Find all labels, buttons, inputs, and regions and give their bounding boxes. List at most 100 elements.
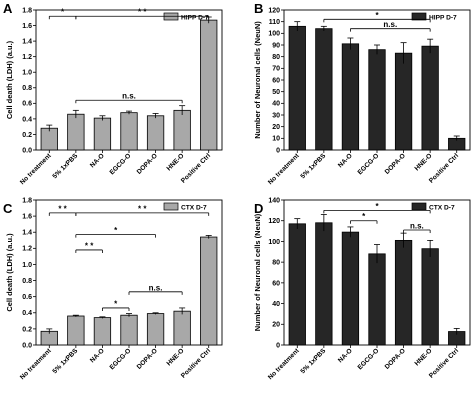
legend-label: CTX D-7 (429, 205, 455, 212)
y-tick-label: 1.8 (22, 197, 32, 204)
y-tick-label: 100 (268, 239, 280, 246)
y-tick-label: 1.6 (22, 214, 32, 221)
legend-swatch (411, 12, 427, 21)
bar (67, 113, 85, 151)
bar (288, 25, 306, 151)
x-category-label: 5% 1xPBS (300, 152, 328, 180)
x-category-label: DOPA-O (136, 347, 159, 370)
y-tick-label: 80 (272, 260, 280, 267)
panel-letter: B (254, 1, 263, 16)
x-category-label: NA-O (89, 152, 106, 169)
x-category-label: 5% 1xPBS (300, 347, 328, 375)
bar (315, 28, 333, 151)
bar (341, 231, 360, 346)
y-tick-label: 140 (268, 197, 280, 204)
y-tick-label: 1.0 (22, 262, 32, 269)
y-tick-label: 70 (272, 66, 280, 73)
significance-label: * (114, 299, 118, 308)
y-tick-label: 30 (272, 112, 280, 119)
significance-label: n.s. (149, 283, 163, 292)
x-category-label: DOPA-O (384, 347, 407, 370)
x-category-label: EGCG-O (109, 152, 133, 176)
y-tick-label: 0.8 (22, 278, 32, 285)
bar (421, 45, 439, 151)
y-tick-label: 50 (272, 89, 280, 96)
bar (120, 112, 138, 151)
bar (173, 109, 191, 151)
x-category-label: HNE-O (414, 152, 434, 172)
bar (146, 313, 165, 346)
y-tick-label: 60 (272, 77, 280, 84)
y-tick-label: 10 (272, 136, 280, 143)
bar (394, 239, 413, 346)
bar (67, 315, 85, 346)
legend-swatch (163, 202, 179, 211)
y-tick-label: 0.6 (22, 294, 32, 301)
y-tick-label: 120 (268, 7, 280, 14)
bar (288, 223, 306, 346)
bar (200, 19, 218, 151)
x-category-label: NA-O (337, 347, 354, 364)
y-tick-label: 0.4 (22, 310, 32, 317)
bar (341, 43, 360, 151)
significance-label: * * (138, 204, 147, 213)
x-category-label: EGCG-O (109, 347, 133, 371)
y-tick-label: 120 (268, 218, 280, 225)
bar (368, 49, 386, 151)
significance-label: * (61, 8, 65, 17)
significance-label: * (362, 212, 366, 221)
chart-panel-a: A 0.0 0.2 0.4 0.6 0.8 1.0 1.2 1.4 1.6 1.8 Cell deat… (3, 1, 223, 186)
y-tick-label: 90 (272, 42, 280, 49)
bar (93, 317, 112, 346)
y-tick-label: 0.8 (22, 85, 32, 92)
bar (368, 253, 386, 346)
y-tick-label: 1.8 (22, 7, 32, 14)
y-tick-label: 40 (272, 301, 280, 308)
bar (394, 52, 413, 151)
y-tick-label: 60 (272, 280, 280, 287)
bar (315, 222, 333, 346)
y-tick-label: 0 (276, 342, 280, 349)
significance-label: * * (138, 8, 147, 17)
y-tick-label: 0.2 (22, 132, 32, 139)
y-axis-label: Cell death (LDH) (a.u.) (5, 40, 14, 119)
bar (40, 127, 58, 151)
x-category-label: EGCG-O (357, 347, 381, 371)
bar (146, 115, 165, 151)
significance-label: * (375, 11, 379, 20)
y-axis-label: Number of Neuronal cells (NeuN) (253, 21, 262, 139)
y-tick-label: 1.4 (22, 39, 32, 46)
panel-letter: C (3, 201, 13, 216)
y-tick-label: 1.0 (22, 70, 32, 77)
y-tick-label: 1.2 (22, 54, 32, 61)
significance-label: n.s. (122, 92, 136, 101)
y-tick-label: 20 (272, 124, 280, 131)
x-category-label: HNE-O (166, 347, 186, 367)
y-tick-label: 80 (272, 54, 280, 61)
significance-label: n.s. (410, 222, 424, 231)
x-category-label: No treatment (19, 347, 53, 381)
legend-label: HIPP D-7 (429, 15, 457, 22)
bar (173, 310, 191, 346)
x-category-label: No treatment (267, 347, 301, 381)
chart-panel-d: D 0 20 40 60 80 100 120 140 Number of Neuronal ce… (253, 197, 471, 381)
x-category-label: NA-O (89, 347, 106, 364)
y-tick-label: 0.4 (22, 116, 32, 123)
significance-label: * (114, 226, 118, 235)
y-tick-label: 1.2 (22, 246, 32, 253)
y-tick-label: 0.6 (22, 101, 32, 108)
y-tick-label: 0.0 (22, 342, 32, 349)
y-tick-label: 40 (272, 101, 280, 108)
y-axis-label: Cell death (LDH) (a.u.) (5, 233, 14, 312)
significance-label: * * (58, 204, 67, 213)
significance-label: * * (85, 241, 94, 250)
legend-label: HIPP D-7 (181, 15, 209, 22)
chart-panel-c: C 0.0 0.2 0.4 0.6 0.8 1.0 1.2 1.4 1.6 1.8 Cell deat… (3, 197, 223, 381)
bar (93, 117, 112, 151)
x-category-label: NA-O (337, 152, 354, 169)
y-tick-label: 0.2 (22, 326, 32, 333)
x-category-label: EGCG-O (357, 152, 381, 176)
bar (200, 236, 218, 346)
y-tick-label: 1.6 (22, 23, 32, 30)
